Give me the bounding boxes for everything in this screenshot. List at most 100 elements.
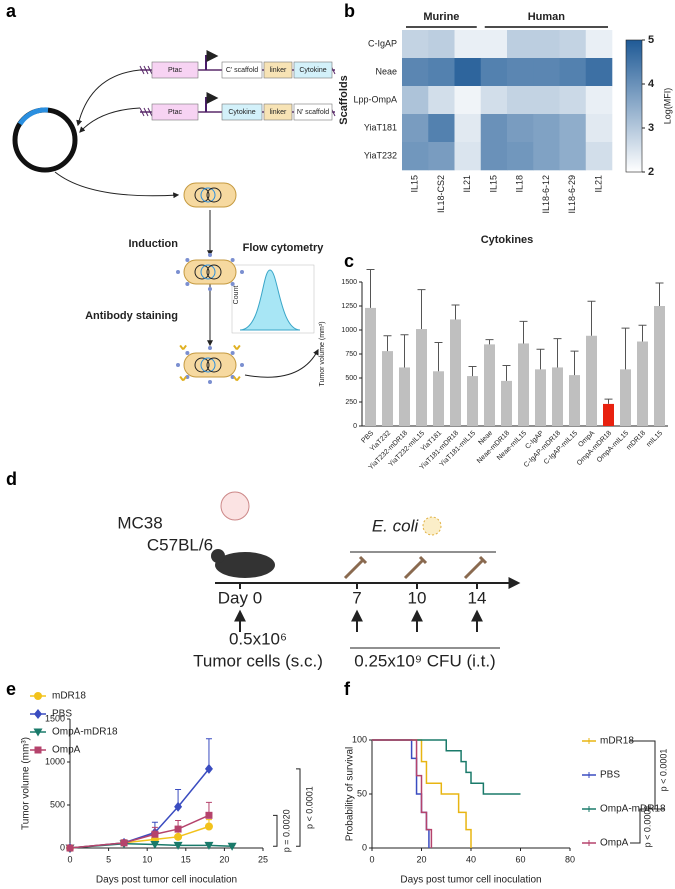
marker [151, 830, 159, 838]
plasmid-icon [194, 187, 210, 203]
bacterium [183, 259, 237, 285]
heatmap-cell [533, 30, 560, 59]
arrow [76, 69, 141, 127]
bar [552, 367, 563, 426]
heatmap-cell [533, 114, 560, 143]
heatmap-cell [507, 142, 534, 171]
error-bar [655, 282, 664, 306]
day-label: 7 [352, 588, 361, 607]
heatmap-cell [402, 114, 429, 143]
error-bar [502, 365, 511, 381]
x-tick-label: mDR18 [625, 430, 647, 452]
bar [603, 403, 614, 426]
column-label: IL18 [515, 175, 525, 193]
gene-label: Ptac [168, 67, 183, 74]
syringe [343, 555, 368, 580]
error-bar [366, 269, 375, 308]
surface-protein [208, 253, 212, 257]
syringe [463, 555, 488, 580]
surface-protein [240, 270, 244, 274]
y-tick-label: 50 [357, 788, 367, 798]
arrow [244, 348, 319, 378]
marker [204, 763, 213, 774]
colorbar-label: Log(MFI) [662, 88, 672, 125]
surface-protein [240, 363, 244, 367]
marker [204, 841, 214, 850]
row-label: Lpp-OmpA [353, 94, 397, 104]
flow-peak [239, 269, 301, 331]
step-label: Flow cytometry [243, 242, 325, 254]
plasmid-icon [206, 357, 222, 373]
row-label: Neae [375, 66, 397, 76]
flow-plot: Count [231, 264, 315, 334]
panel-letter: e [6, 679, 16, 699]
x-tick-label: mIL15 [646, 430, 665, 449]
panel-letter: b [344, 1, 355, 21]
marker [173, 841, 183, 850]
surface-protein [176, 270, 180, 274]
antibody [179, 375, 187, 382]
dose: 0.25x10⁹ CFU (i.t.) [354, 651, 495, 670]
surface-protein [176, 363, 180, 367]
heatmap-cell [559, 58, 587, 87]
heatmap-cell [507, 58, 534, 87]
axis-label: Tumor volume (mm³) [319, 321, 326, 386]
plasmid-icon [200, 187, 216, 203]
survival-curve [372, 739, 430, 848]
y-tick-label: 0 [362, 842, 367, 852]
panel-letter: a [6, 1, 17, 21]
x-tick-label: 60 [515, 854, 525, 864]
cells-icon [220, 491, 250, 521]
bacterium [183, 182, 237, 208]
heatmap-cell [454, 142, 482, 171]
x-tick-label: 40 [466, 854, 476, 864]
legend-label: OmpA [52, 745, 81, 756]
marker [227, 842, 237, 851]
x-tick-label: 20 [416, 854, 426, 864]
bar [586, 335, 597, 426]
heatmap-cell [480, 58, 508, 87]
antibody [233, 375, 241, 382]
heatmap-cell [454, 86, 482, 115]
x-tick-label: 25 [258, 854, 268, 864]
bar [637, 341, 648, 426]
heatmap-cell [559, 30, 587, 59]
plasmid-icon [194, 357, 210, 373]
gene-box [293, 103, 333, 121]
column-label: IL21 [593, 175, 603, 193]
gene-box [293, 61, 333, 79]
legend-marker [34, 709, 42, 719]
legend-marker [34, 692, 42, 700]
surface-protein [230, 257, 235, 262]
p-bracket [296, 768, 301, 847]
x-tick-label: 20 [219, 854, 229, 864]
bar [450, 319, 461, 426]
bar [518, 343, 529, 426]
heatmap-cell [428, 142, 455, 171]
survival-curve [372, 739, 433, 848]
panel-letter: c [344, 251, 354, 271]
step-label: Induction [129, 238, 179, 250]
line [69, 814, 210, 849]
flow-axis-label: Count [233, 286, 240, 305]
bacteria: E. coli [372, 516, 420, 535]
heatmap-cell [507, 30, 534, 59]
panel-letter: f [344, 679, 351, 699]
y-tick-label: 1500 [341, 279, 357, 286]
plasmid-icon [200, 357, 216, 373]
bacterium [183, 352, 237, 378]
row-label: YiaT181 [364, 122, 397, 132]
gene-label: linker [270, 109, 287, 116]
marker [174, 825, 182, 833]
x-tick-label: 0 [67, 854, 72, 864]
heatmap-cell [480, 114, 508, 143]
bar [382, 351, 393, 426]
column-label: IL18-CS2 [436, 175, 446, 213]
column-label: IL21 [462, 175, 472, 193]
heatmap-cell [559, 114, 587, 143]
marker [174, 832, 183, 841]
row-label: C-IgAP [368, 38, 397, 48]
x-tick-label: PBS [360, 430, 375, 445]
error-bar [451, 304, 460, 320]
surface-protein [208, 380, 212, 384]
